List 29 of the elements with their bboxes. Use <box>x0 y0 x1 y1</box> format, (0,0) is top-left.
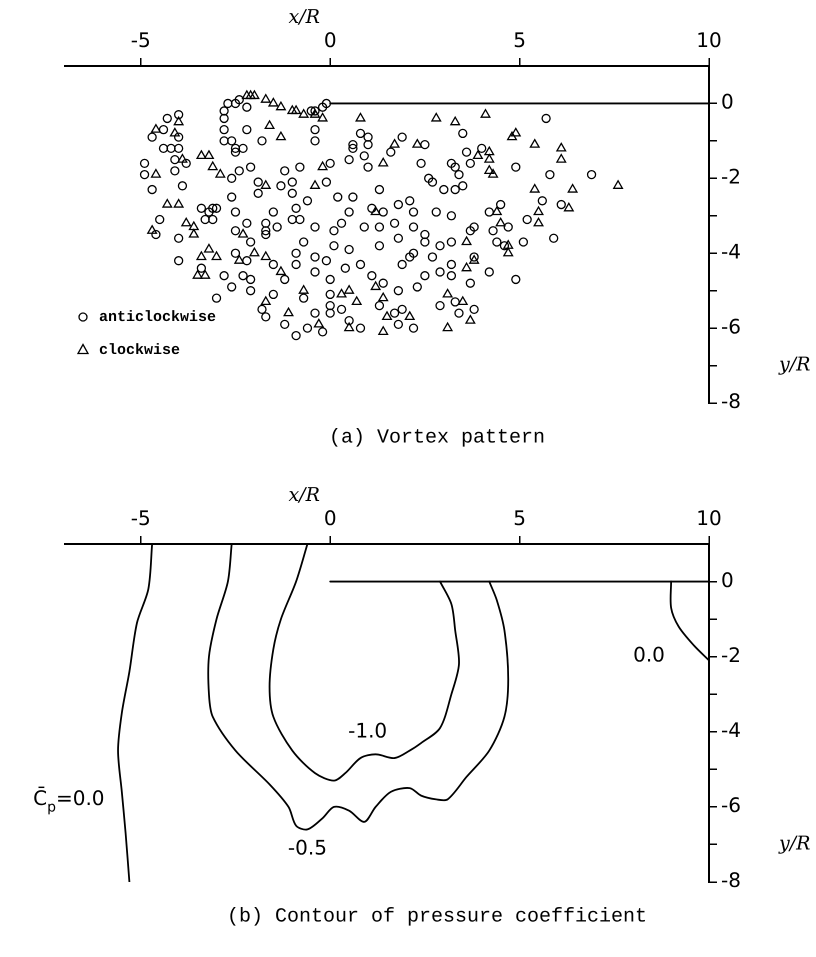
y-tick-label: -4 <box>721 718 741 742</box>
x-tick-label: -5 <box>130 28 151 52</box>
x-axis-title: x/R <box>288 484 320 506</box>
text: (a) Vortex pattern <box>328 426 546 450</box>
x-tick-label: 0 <box>324 28 337 52</box>
x-tick-label: -5 <box>130 506 151 530</box>
text: (b) Contour of pressure coefficient <box>226 905 648 928</box>
legend-label: anticlockwise <box>99 308 216 326</box>
y-axis-title: y/R <box>778 353 810 376</box>
y-tick-label: 0 <box>721 568 734 592</box>
x-tick-label: 10 <box>696 28 722 52</box>
legend-label: clockwise <box>99 342 180 359</box>
y-axis-title: y/R <box>778 832 810 854</box>
x-tick-label: 5 <box>513 28 526 52</box>
y-tick-label: 0 <box>721 90 734 114</box>
x-tick-label: 10 <box>696 506 722 530</box>
x-axis-title: x/R <box>288 6 320 28</box>
series-label: -0.5 <box>288 836 327 860</box>
y-tick-label: -8 <box>721 868 741 892</box>
y-tick-label: -8 <box>721 389 741 414</box>
x-tick-label: 0 <box>324 506 337 530</box>
y-tick-label: -6 <box>721 314 741 338</box>
y-tick-label: -2 <box>721 642 741 667</box>
y-tick-label: -4 <box>721 239 741 264</box>
y-tick-label: -6 <box>721 793 741 818</box>
legend-label: 0.0 <box>633 642 665 667</box>
y-tick-label: -2 <box>721 164 741 189</box>
series-label: -1.0 <box>348 718 388 743</box>
x-tick-label: 5 <box>513 506 526 530</box>
